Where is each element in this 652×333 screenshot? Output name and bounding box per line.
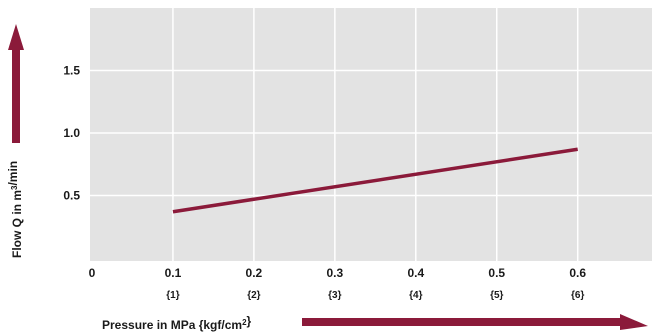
- x-axis-arrow: [302, 314, 648, 330]
- y-tick-label: 1.0: [63, 126, 80, 140]
- x-tick-label: 0.6: [569, 266, 586, 280]
- x-tick-label: 0.3: [327, 266, 344, 280]
- data-series: [172, 147, 578, 214]
- x-tick-sublabel: {5}: [490, 290, 503, 301]
- x-tick-label: 0.4: [407, 266, 424, 280]
- x-tick-label: 0.5: [488, 266, 505, 280]
- x-tick-sublabel: {4}: [409, 290, 422, 301]
- x-tick-labels: 0 0.1 {1} 0.2 {2} 0.3 {3} 0.4 {4} 0.5 {5} 0.6 {6}: [89, 266, 587, 301]
- x-tick-sublabel: {2}: [247, 290, 260, 301]
- y-tick-label: 1.5: [63, 64, 80, 78]
- x-tick-label: 0: [89, 266, 96, 280]
- y-tick-label: 0.5: [63, 189, 80, 203]
- plot-area: [90, 8, 652, 261]
- x-tick-sublabel: {3}: [328, 290, 341, 301]
- x-axis-title: Pressure in MPa {kgf/cm2}: [102, 314, 252, 332]
- grid-lines: [90, 8, 652, 261]
- x-tick-sublabel: {1}: [166, 290, 179, 301]
- x-tick-label: 0.1: [165, 266, 182, 280]
- y-axis-title: Flow Q in m3/min: [6, 161, 24, 258]
- y-tick-labels: 0.5 1.0 1.5: [63, 64, 80, 203]
- y-axis-arrow: [8, 24, 24, 143]
- x-tick-sublabel: {6}: [571, 290, 584, 301]
- series-line: [172, 147, 578, 214]
- x-tick-label: 0.2: [246, 266, 263, 280]
